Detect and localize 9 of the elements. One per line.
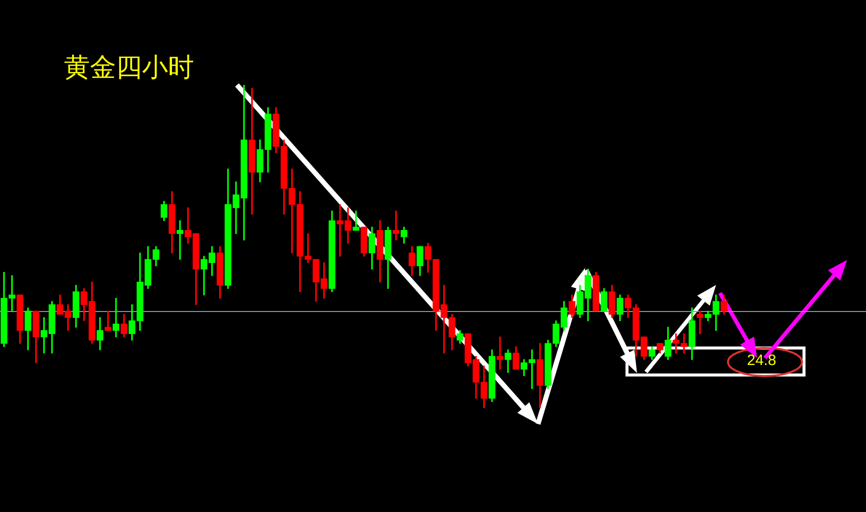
candlestick xyxy=(176,220,184,260)
candlestick xyxy=(496,336,504,370)
candlestick xyxy=(112,298,120,338)
text: 24.8 xyxy=(747,352,776,369)
chart-title: 黄金四小时 xyxy=(64,52,194,85)
candlestick xyxy=(392,210,400,240)
candlestick xyxy=(696,310,704,334)
candlestick xyxy=(104,310,112,331)
candlestick xyxy=(352,210,360,231)
